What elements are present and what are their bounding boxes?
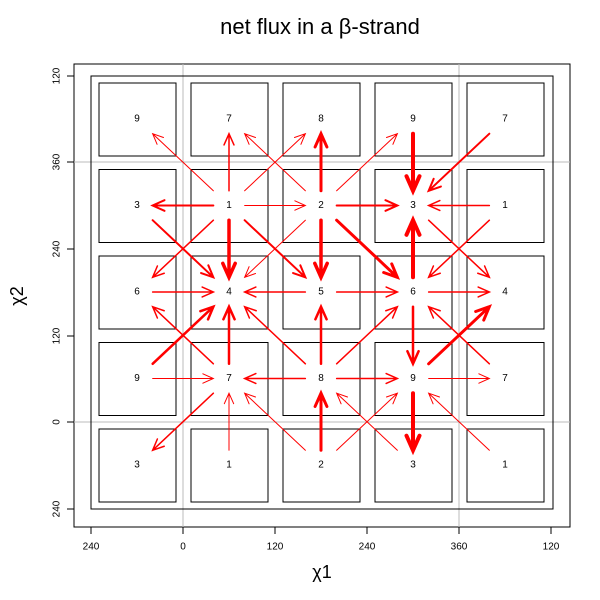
cell-box bbox=[98, 428, 177, 503]
flux-arrow bbox=[242, 372, 307, 385]
title: net flux in a β-strand bbox=[220, 14, 420, 39]
flux-arrow bbox=[243, 392, 306, 451]
flux-arrow bbox=[243, 132, 306, 192]
cell-label: 7 bbox=[226, 373, 232, 384]
flux-arrow bbox=[150, 199, 215, 212]
flux-arrow bbox=[244, 200, 307, 211]
x-tick-label: 240 bbox=[83, 542, 100, 553]
outer-box bbox=[90, 75, 554, 510]
flux-arrow bbox=[335, 199, 400, 212]
flux-arrow bbox=[427, 305, 491, 365]
cell-label: 7 bbox=[226, 114, 232, 125]
flux-arrow bbox=[335, 372, 400, 385]
flux-arrow bbox=[427, 392, 490, 451]
flux-arrow bbox=[426, 132, 491, 193]
cell-label: 1 bbox=[502, 200, 508, 211]
y-tick-label: 240 bbox=[52, 500, 63, 517]
cell-label: 2 bbox=[318, 200, 324, 211]
y-tick-label: 0 bbox=[52, 419, 63, 425]
cell-label: 1 bbox=[226, 460, 232, 471]
flux-arrow bbox=[406, 305, 420, 367]
flux-arrow bbox=[151, 219, 216, 279]
x-tick-label: 120 bbox=[543, 542, 560, 553]
flux-arrow bbox=[427, 286, 492, 298]
flux-arrow bbox=[151, 305, 215, 365]
cell-label: 3 bbox=[134, 460, 140, 471]
cell-label: 8 bbox=[318, 373, 324, 384]
flux-arrow bbox=[314, 303, 328, 366]
plot-frame bbox=[73, 63, 571, 528]
y-tick-label: 240 bbox=[52, 240, 63, 257]
cell-label: 5 bbox=[318, 287, 324, 298]
flux-arrow bbox=[313, 218, 329, 282]
flux-arrow bbox=[428, 373, 491, 384]
flux-arrow bbox=[152, 373, 215, 384]
flux-arrow bbox=[151, 392, 215, 452]
cell-label: 6 bbox=[410, 287, 416, 298]
y-tick-label: 120 bbox=[52, 67, 63, 84]
cell-label: 3 bbox=[410, 460, 416, 471]
cell-label: 8 bbox=[318, 114, 324, 125]
x-tick-label: 240 bbox=[359, 542, 376, 553]
flux-arrow bbox=[404, 391, 422, 456]
flux-arrow bbox=[404, 131, 422, 196]
y-tick-label: 120 bbox=[52, 327, 63, 344]
cell-label: 3 bbox=[410, 200, 416, 211]
flux-arrow bbox=[243, 305, 307, 365]
x-tick-label: 360 bbox=[451, 542, 468, 553]
x-tick-label: 0 bbox=[180, 542, 186, 553]
flux-arrow bbox=[223, 131, 235, 192]
cell-label: 7 bbox=[502, 373, 508, 384]
cell-label: 6 bbox=[134, 287, 140, 298]
x-label: χ1 bbox=[312, 562, 331, 582]
cell-box bbox=[98, 82, 177, 157]
flux-arrow bbox=[242, 286, 307, 298]
flux-arrow bbox=[151, 132, 214, 192]
y-label: χ2 bbox=[7, 286, 27, 305]
cell-label: 9 bbox=[134, 114, 140, 125]
flux-arrow bbox=[335, 286, 400, 298]
flux-arrow bbox=[335, 218, 401, 280]
cell-label: 9 bbox=[410, 373, 416, 384]
cell-label: 4 bbox=[226, 287, 232, 298]
flux-arrow bbox=[427, 219, 491, 279]
flux-arrow bbox=[243, 219, 306, 279]
cell-label: 4 bbox=[502, 287, 508, 298]
flux-arrow bbox=[313, 130, 329, 193]
cell-label: 3 bbox=[134, 200, 140, 211]
cell-label: 9 bbox=[134, 373, 140, 384]
y-tick-label: 360 bbox=[52, 153, 63, 170]
cell-box bbox=[466, 428, 545, 503]
cell-label: 2 bbox=[318, 460, 324, 471]
flux-arrow bbox=[222, 303, 236, 366]
flux-arrow bbox=[223, 391, 235, 451]
cell-box bbox=[466, 82, 545, 157]
flux-arrow bbox=[151, 286, 216, 298]
flux-arrow bbox=[426, 199, 491, 212]
flux-arrow bbox=[221, 218, 237, 282]
cell-label: 1 bbox=[226, 200, 232, 211]
cell-label: 9 bbox=[410, 114, 416, 125]
flux-arrow bbox=[404, 215, 422, 280]
flux-arrow bbox=[313, 389, 329, 452]
cell-label: 7 bbox=[502, 114, 508, 125]
flux-arrow bbox=[336, 392, 399, 451]
x-tick-label: 120 bbox=[267, 542, 284, 553]
cell-label: 1 bbox=[502, 460, 508, 471]
flux-arrow bbox=[335, 305, 399, 365]
flux-arrow bbox=[336, 132, 399, 192]
